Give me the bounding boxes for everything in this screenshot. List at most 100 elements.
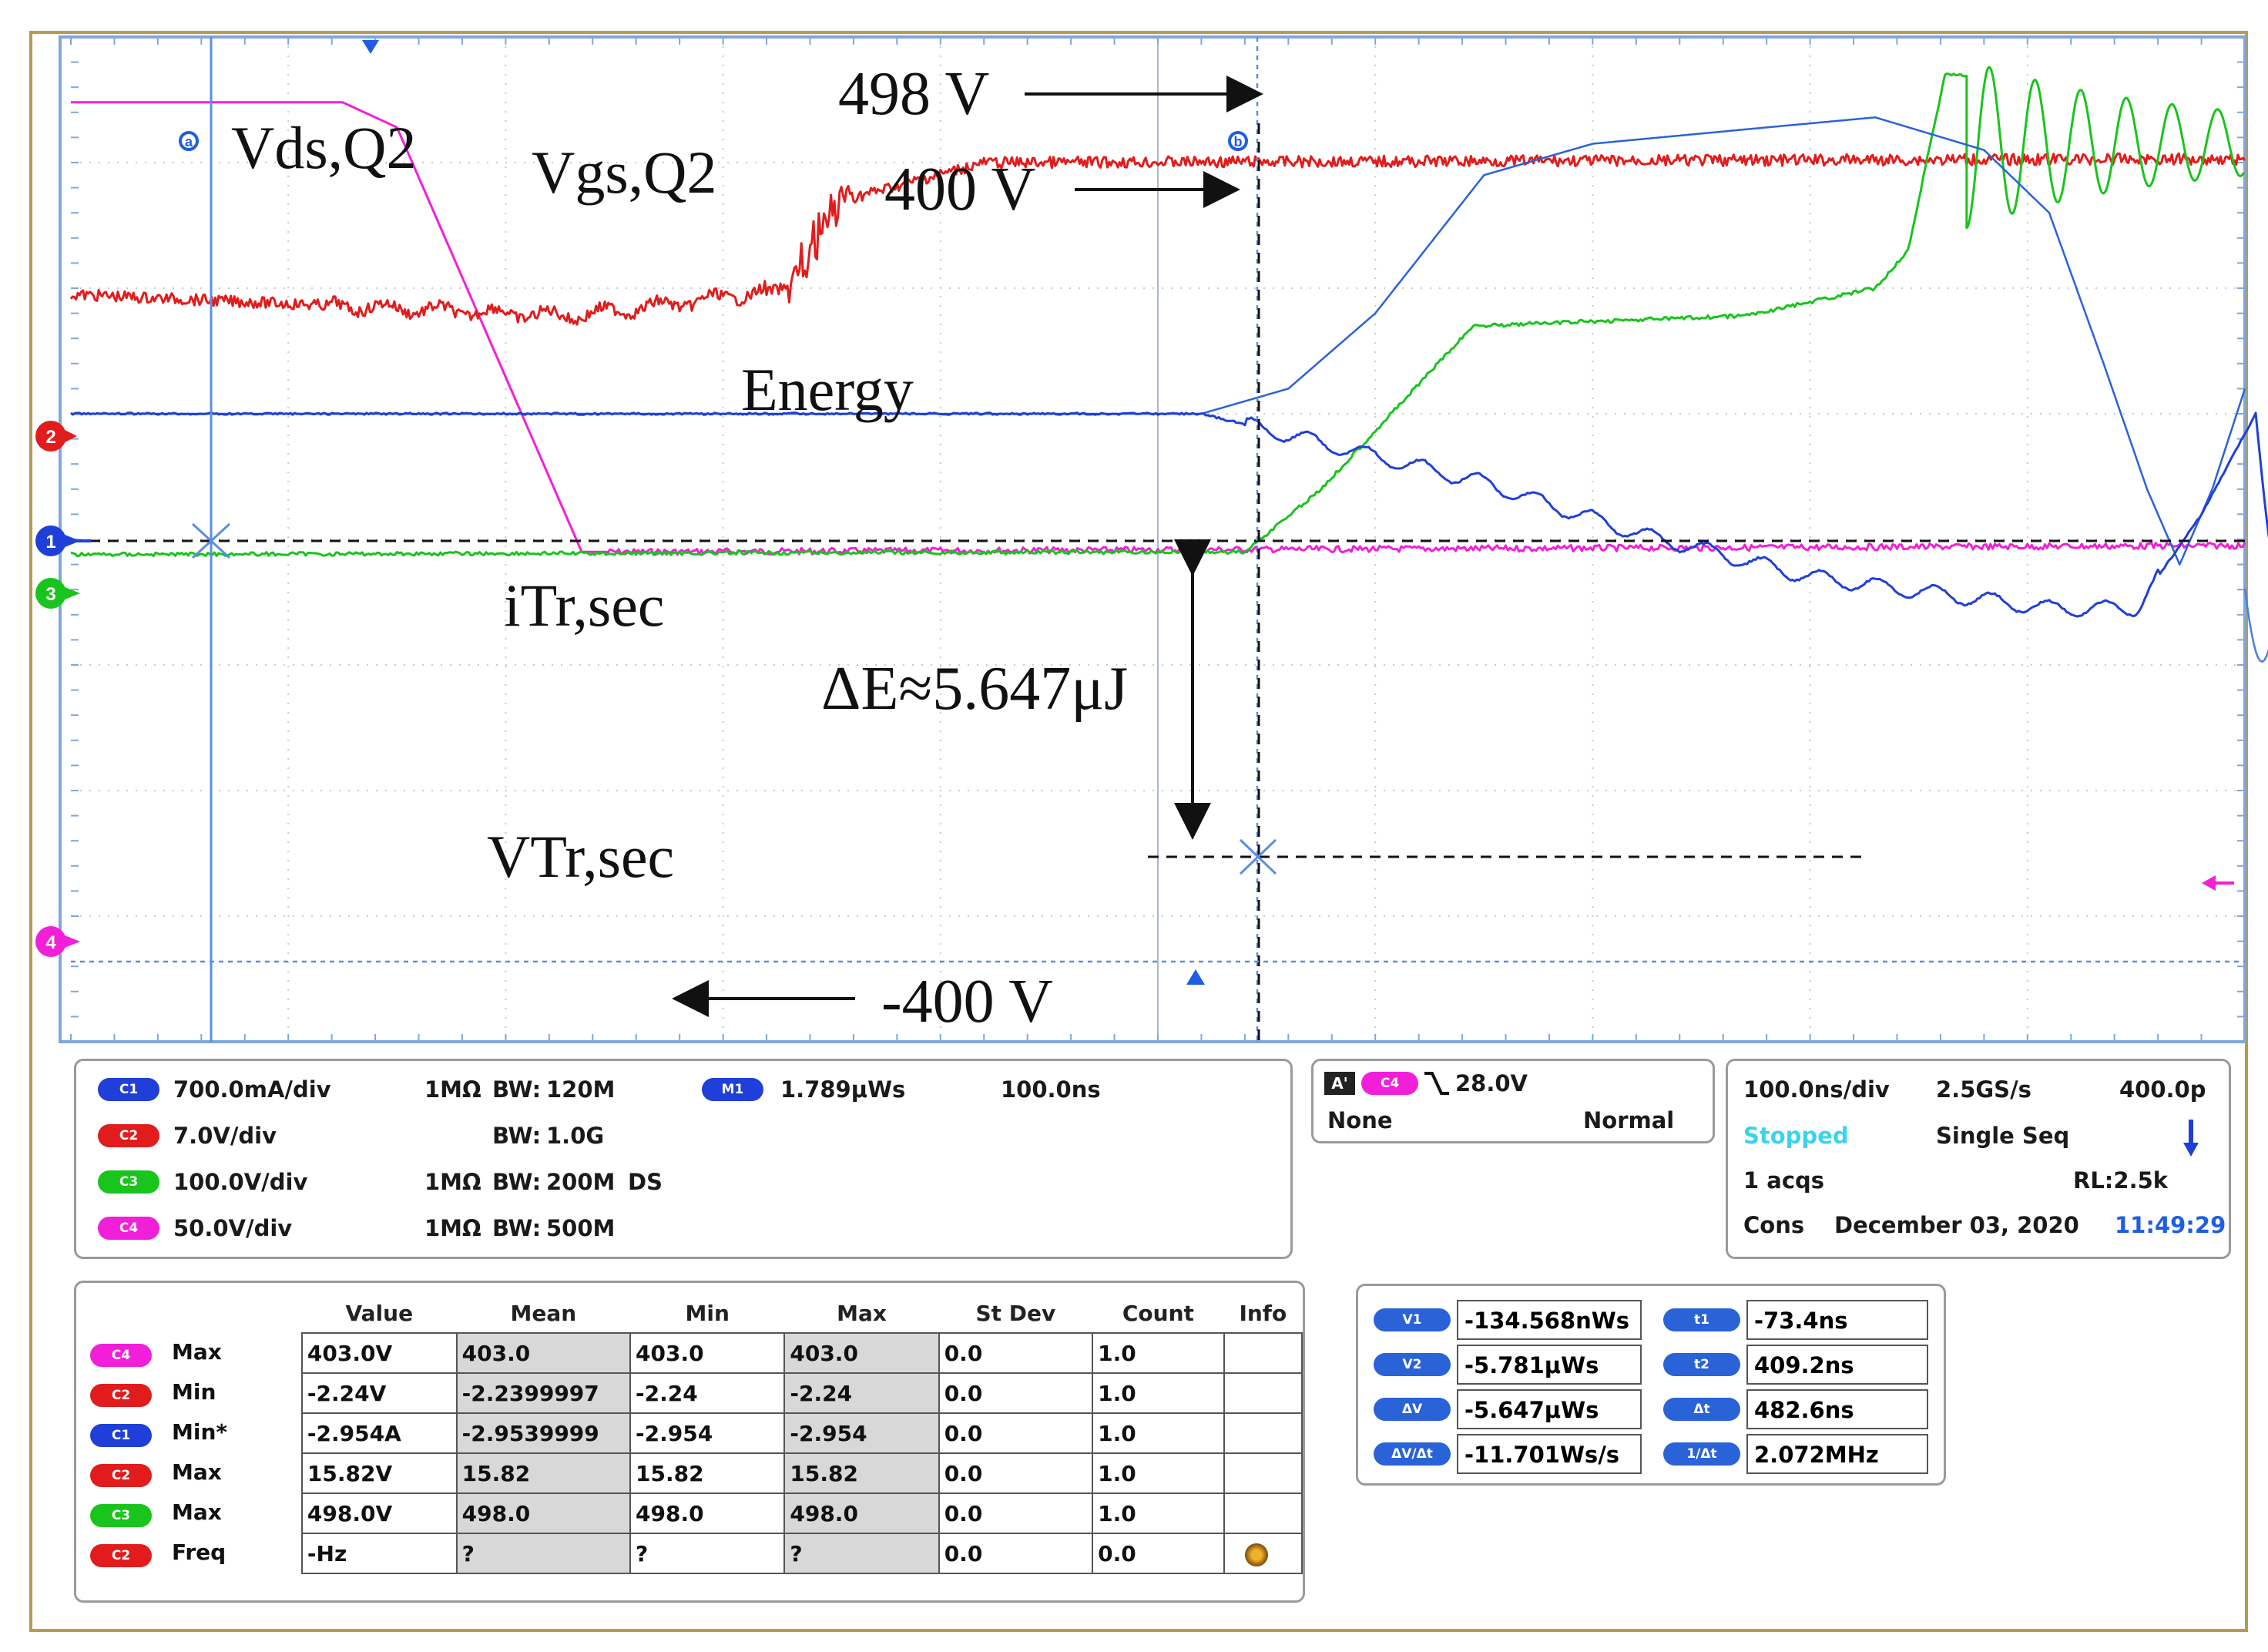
meas-info-cell — [1223, 1412, 1303, 1454]
meas-cell: 0.0 — [1092, 1533, 1225, 1574]
acquisition-count: 1 acqs — [1743, 1167, 1825, 1194]
cursor-tag[interactable]: V2 — [1374, 1353, 1451, 1376]
record-length: RL:2.5k — [2073, 1167, 2169, 1194]
cursor-time-value: 409.2ns — [1746, 1345, 1928, 1385]
down-arrow-icon — [2183, 1120, 2199, 1157]
label-400v: 400 V — [884, 156, 1035, 223]
meas-info-cell — [1223, 1452, 1303, 1494]
table-row[interactable]: C2 Max 15.82V 15.82 15.82 15.82 0.0 1.0 — [79, 1452, 1303, 1494]
cursor-value: -11.701Ws/s — [1457, 1434, 1642, 1474]
cursor-marker-a-text: a — [185, 134, 193, 149]
trigger-mode: Normal — [1583, 1107, 1675, 1133]
timebase-panel[interactable]: 100.0ns/div 2.5GS/s 400.0p Stopped Singl… — [1726, 1059, 2231, 1259]
meas-cell: 498.0 — [455, 1493, 632, 1534]
meas-channel-tag: C1 — [90, 1424, 152, 1447]
cursor-time-tag[interactable]: t2 — [1663, 1353, 1740, 1376]
channel-tag-c4[interactable]: C4 — [98, 1217, 159, 1240]
cursor-marker-a[interactable]: a — [179, 131, 199, 151]
table-row[interactable]: C4 Max 403.0V 403.0 403.0 403.0 0.0 1.0 — [79, 1332, 1303, 1374]
channel-tag-c3[interactable]: C3 — [98, 1170, 159, 1194]
cursor-tag[interactable]: ΔV/Δt — [1374, 1442, 1451, 1466]
meas-type: Freq — [172, 1540, 226, 1565]
meas-cell: -2.24 — [783, 1372, 940, 1414]
cursor-x-marker-1 — [191, 521, 231, 561]
timebase-rate: 2.5GS/s — [1936, 1076, 2031, 1103]
meas-cell: 1.0 — [1092, 1452, 1225, 1494]
label-vgs: Vgs,Q2 — [532, 139, 717, 206]
label-itr: iTr,sec — [504, 572, 665, 639]
meas-cell: -2.2399997 — [455, 1372, 632, 1414]
meas-source: C2 Min — [79, 1373, 302, 1413]
cursor-time-value: -73.4ns — [1746, 1300, 1928, 1340]
channel-bandwidth: 200M — [546, 1169, 616, 1195]
channel-bw-label: BW: — [492, 1076, 542, 1103]
trace-itr — [70, 411, 2268, 618]
meas-channel-tag: C2 — [90, 1384, 152, 1407]
meas-source: C2 Freq — [79, 1533, 302, 1573]
cursor-time-value: 2.072MHz — [1746, 1434, 1928, 1474]
channel-tag-c1[interactable]: C1 — [98, 1078, 159, 1101]
meas-header-mean[interactable]: Mean — [510, 1300, 577, 1326]
meas-cell: 1.0 — [1092, 1332, 1225, 1374]
meas-header-count[interactable]: Count — [1122, 1300, 1194, 1326]
meas-type: Min — [172, 1379, 216, 1405]
meas-cell: 0.0 — [938, 1533, 1094, 1574]
table-row[interactable]: C2 Min -2.24V -2.2399997 -2.24 -2.24 0.0 1.0 — [79, 1372, 1303, 1414]
meas-info-cell — [1223, 1493, 1303, 1534]
trace-vds — [71, 101, 2246, 556]
meas-header-st-dev[interactable]: St Dev — [975, 1300, 1056, 1326]
meas-cell: 1.0 — [1092, 1493, 1225, 1534]
table-row[interactable]: C1 Min* -2.954A -2.9539999 -2.954 -2.954 0.0 1.… — [79, 1412, 1303, 1454]
meas-header-value[interactable]: Value — [345, 1300, 414, 1326]
channel-bandwidth: 120M — [546, 1076, 616, 1103]
math-tag: M1 — [702, 1078, 763, 1101]
channel-tag-c2[interactable]: C2 — [98, 1124, 159, 1147]
label-vds: Vds,Q2 — [231, 114, 417, 181]
channel-marker-2-text: 2 — [45, 427, 55, 448]
cursor-time-tag[interactable]: 1/Δt — [1663, 1442, 1740, 1466]
math-row[interactable]: M1 — [702, 1078, 763, 1101]
meas-channel-tag: C3 — [90, 1504, 152, 1527]
meas-cell: 498.0V — [300, 1493, 458, 1534]
meas-source: C3 Max — [79, 1493, 302, 1533]
grid — [70, 36, 2246, 1043]
cursor-tag[interactable]: V1 — [1374, 1308, 1451, 1331]
timebase-offset: 400.0p — [2119, 1076, 2206, 1103]
table-row[interactable]: C2 Freq -Hz??? 0.0 0.0 — [79, 1533, 1303, 1574]
meas-header-info[interactable]: Info — [1239, 1300, 1287, 1326]
cursor-tag[interactable]: ΔV — [1374, 1398, 1451, 1421]
table-row[interactable]: C3 Max 498.0V 498.0 498.0 498.0 0.0 1.0 — [79, 1493, 1303, 1534]
trigger-panel[interactable]: A' C4 28.0V None Normal — [1311, 1059, 1715, 1143]
channel-impedance: 1MΩ — [424, 1169, 481, 1195]
channel-marker-2[interactable]: 2 — [35, 421, 77, 452]
cursor-time-tag[interactable]: t1 — [1663, 1308, 1740, 1331]
trigger-time-marker — [362, 40, 379, 54]
cursor-value: -5.647μWs — [1457, 1389, 1642, 1429]
meas-cell: 403.0V — [300, 1332, 458, 1374]
meas-cell: 0.0 — [938, 1332, 1094, 1374]
cursor-time-tag[interactable]: Δt — [1663, 1398, 1740, 1421]
channel-scale: 7.0V/div — [173, 1123, 277, 1149]
meas-cell: ? — [455, 1533, 632, 1574]
channel-impedance: 1MΩ — [424, 1215, 481, 1241]
meas-info-cell — [1223, 1372, 1303, 1414]
meas-info-cell — [1223, 1533, 1303, 1574]
acquisition-state: Stopped — [1743, 1123, 1849, 1149]
info-warning-icon[interactable] — [1244, 1543, 1268, 1566]
meas-cell: -2.954 — [629, 1412, 786, 1454]
channel-bandwidth: 500M — [546, 1215, 616, 1241]
meas-cell: -2.24V — [300, 1372, 458, 1414]
meas-channel-tag: C2 — [90, 1544, 152, 1567]
label-vtr: VTr,sec — [487, 823, 674, 890]
cons-label: Cons — [1743, 1212, 1805, 1238]
channel-marker-4-text: 4 — [45, 932, 56, 953]
channel-marker-3[interactable]: 3 — [35, 578, 80, 609]
cursor-marker-b[interactable]: b — [1228, 131, 1248, 151]
channel-marker-4[interactable]: 4 — [35, 926, 80, 957]
meas-source: C2 Max — [79, 1453, 302, 1493]
meas-header-min[interactable]: Min — [685, 1300, 730, 1326]
channel-marker-1[interactable]: 1 — [35, 525, 91, 556]
meas-header-max[interactable]: Max — [837, 1300, 887, 1326]
channel-bandwidth: 1.0G — [546, 1123, 605, 1149]
trigger-source: C4 — [1361, 1072, 1418, 1095]
